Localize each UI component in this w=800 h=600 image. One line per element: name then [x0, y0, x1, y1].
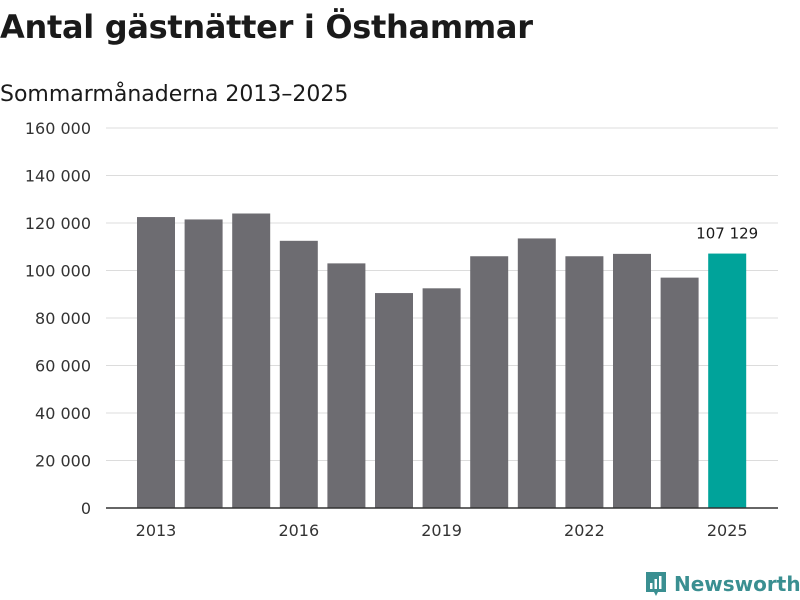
bar-highlight	[708, 253, 747, 508]
x-tick-label: 2022	[564, 521, 605, 540]
y-tick-label: 40 000	[35, 404, 91, 423]
chart-subtitle: Sommarmånaderna 2013–2025	[0, 82, 349, 107]
bar	[232, 213, 271, 508]
y-tick-label: 140 000	[25, 167, 91, 186]
y-tick-label: 120 000	[25, 214, 91, 233]
bar	[375, 293, 413, 508]
bar	[565, 256, 604, 508]
y-tick-label: 100 000	[25, 262, 91, 281]
bar	[422, 288, 461, 508]
chart-logo-icon	[646, 572, 666, 596]
brand-name: Newsworthy	[674, 572, 800, 596]
bar	[613, 253, 651, 508]
bar	[660, 277, 699, 508]
data-label: 107 129	[696, 225, 758, 243]
brand-logo: Newsworthy	[644, 569, 800, 599]
bar-chart: 0 20 000 40 000 60 000 80 000 100 000 120 000 1…	[25, 119, 778, 540]
y-tick-label: 160 000	[25, 119, 91, 138]
x-tick-label: 2016	[278, 521, 319, 540]
bar	[279, 240, 318, 508]
bar	[327, 263, 366, 508]
y-tick-label: 60 000	[35, 357, 91, 376]
x-tick-label: 2019	[421, 521, 462, 540]
y-tick-label: 80 000	[35, 309, 91, 328]
bar	[470, 256, 509, 508]
y-tick-label: 0	[81, 499, 91, 518]
bar	[137, 217, 175, 508]
bar	[184, 219, 223, 508]
x-tick-label: 2025	[707, 521, 748, 540]
y-tick-label: 20 000	[35, 452, 91, 471]
x-tick-label: 2013	[136, 521, 177, 540]
bar	[517, 238, 556, 508]
chart-title: Antal gästnätter i Östhammar	[0, 8, 533, 46]
